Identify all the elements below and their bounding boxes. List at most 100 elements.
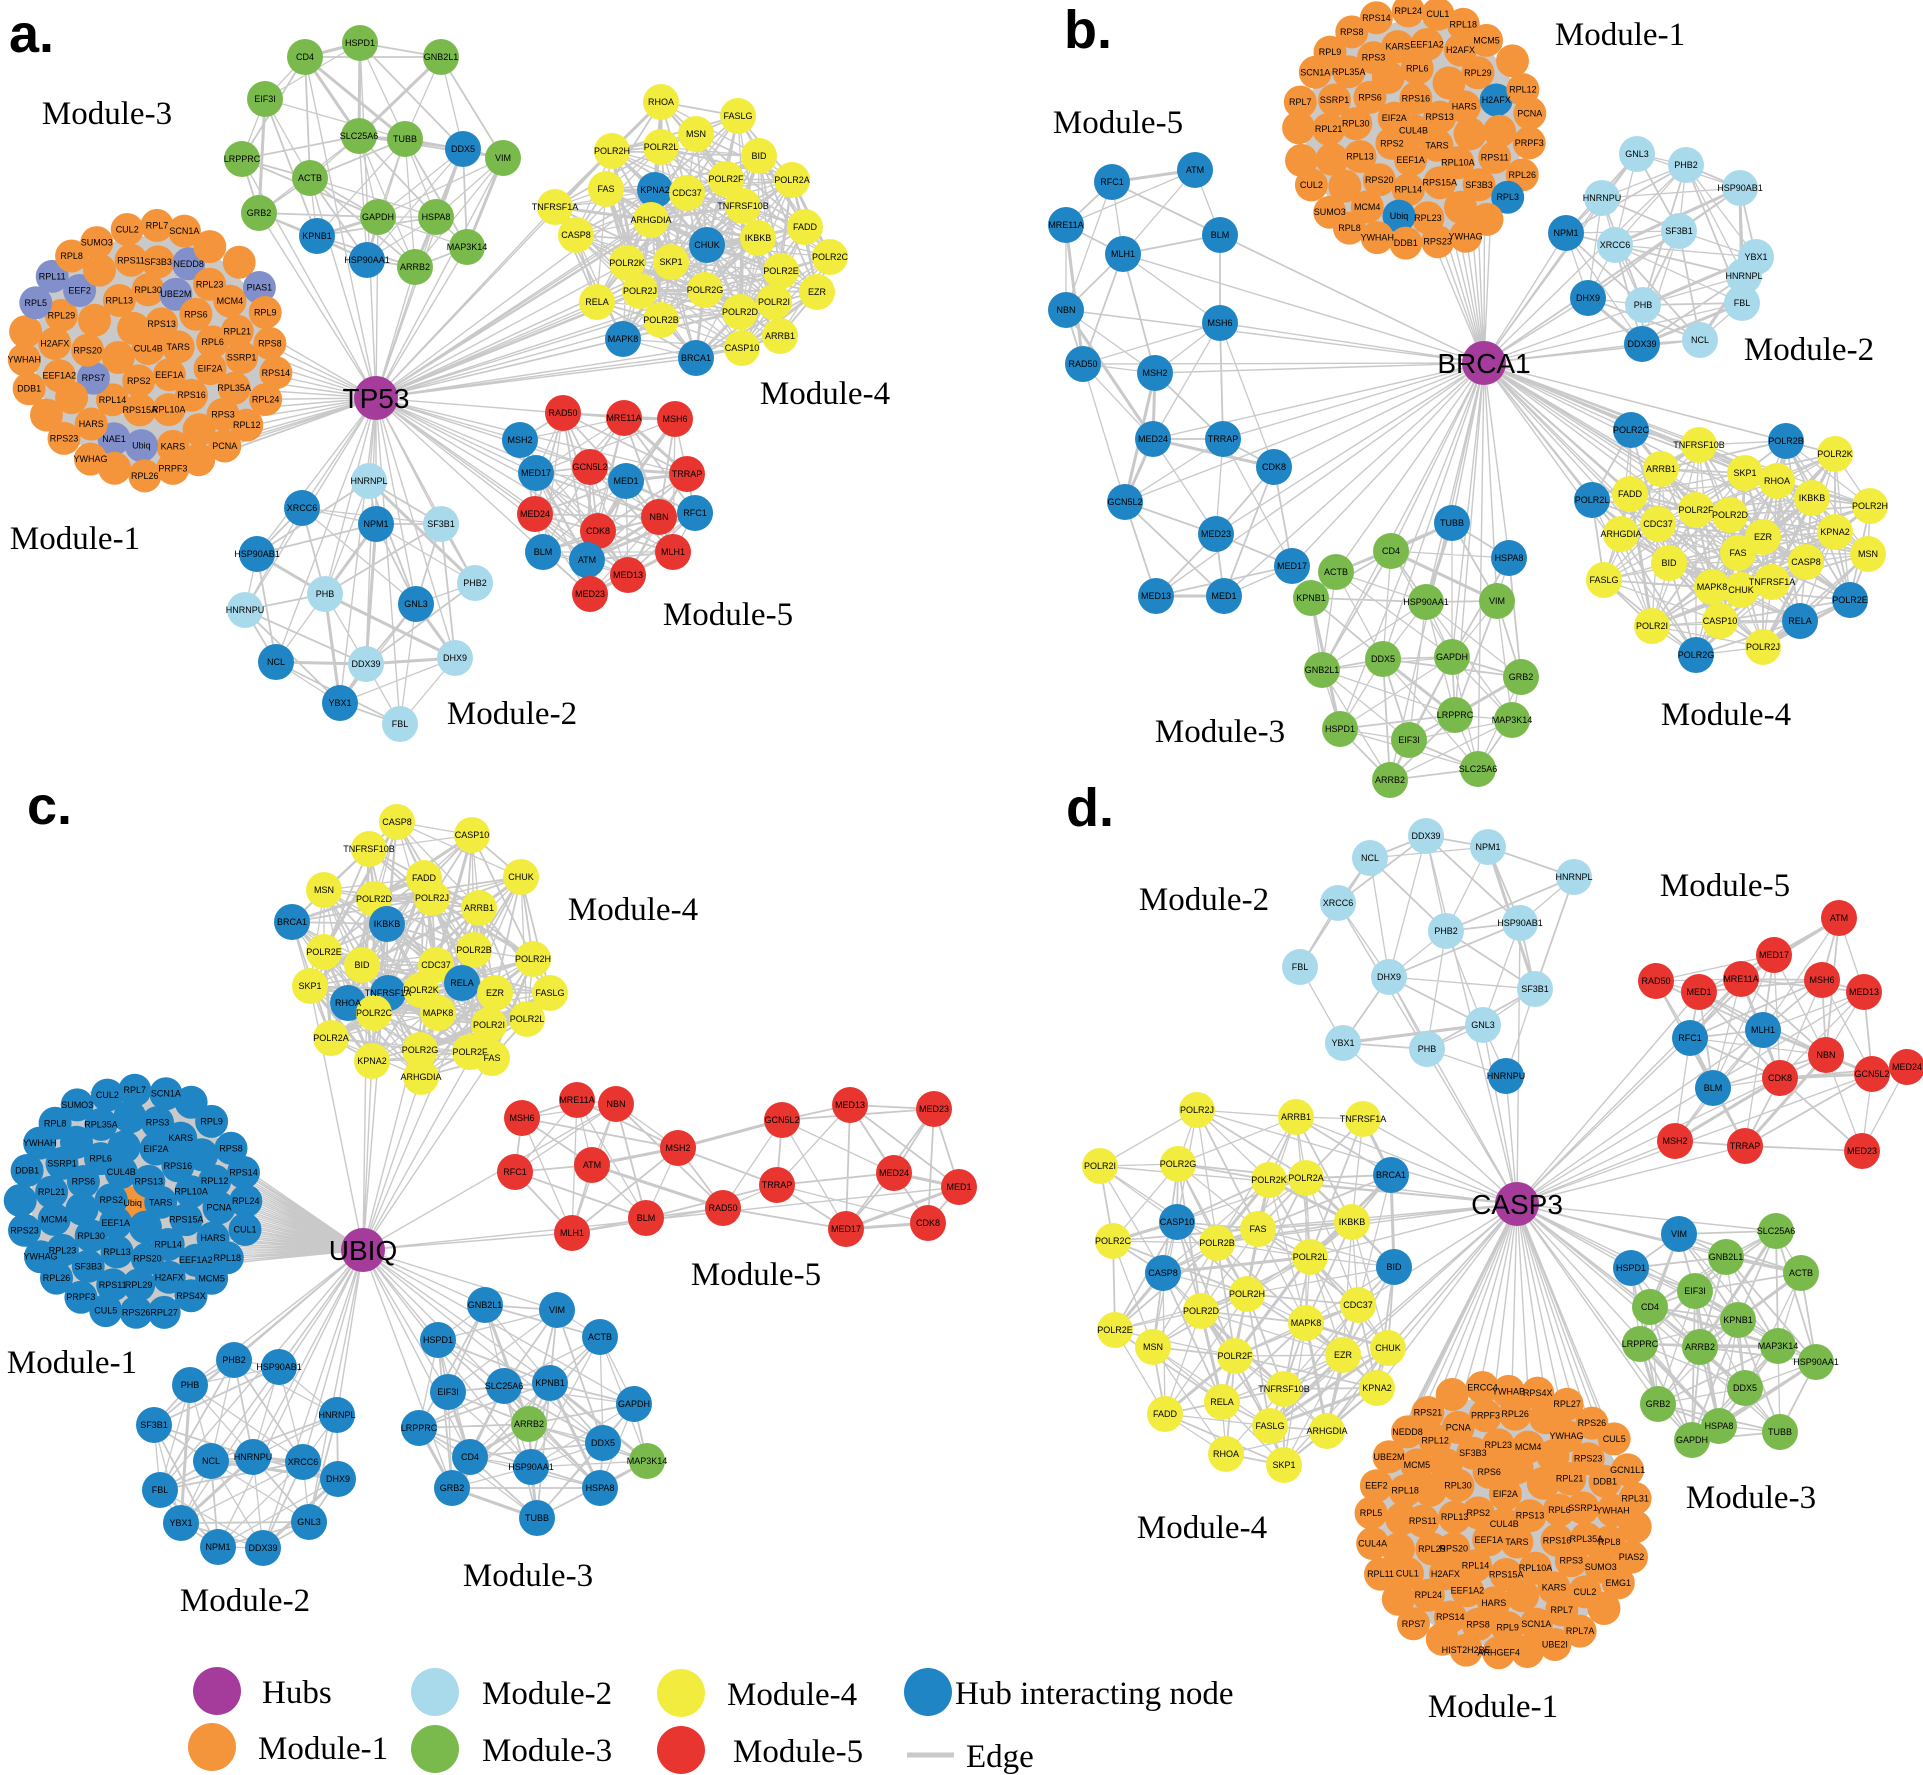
svg-text:RPL9: RPL9 [254, 308, 277, 318]
svg-text:Module-4: Module-4 [727, 1677, 857, 1713]
svg-text:POLR2D: POLR2D [722, 307, 759, 317]
svg-text:SF3B3: SF3B3 [74, 1261, 102, 1271]
svg-text:XRCC6: XRCC6 [287, 503, 318, 513]
svg-text:RPL10A: RPL10A [1519, 1563, 1553, 1573]
svg-text:NPM1: NPM1 [363, 519, 388, 529]
svg-text:RPL26: RPL26 [43, 1273, 71, 1283]
svg-text:CDK8: CDK8 [1768, 1073, 1792, 1083]
svg-text:POLR2L: POLR2L [1293, 1252, 1328, 1262]
svg-text:MAPK8: MAPK8 [1291, 1318, 1322, 1328]
svg-text:TNFRSF1A: TNFRSF1A [365, 988, 412, 998]
svg-text:LRPPRC: LRPPRC [1622, 1339, 1659, 1349]
svg-text:RPL6: RPL6 [89, 1154, 112, 1164]
svg-text:POLR2G: POLR2G [1160, 1159, 1197, 1169]
svg-text:TNFRSF10B: TNFRSF10B [343, 844, 395, 854]
svg-text:POLR2E: POLR2E [1097, 1325, 1133, 1335]
svg-text:MED24: MED24 [1892, 1062, 1922, 1072]
svg-text:Module-5: Module-5 [733, 1734, 863, 1770]
svg-text:RPS14: RPS14 [262, 368, 291, 378]
svg-text:SUMO3: SUMO3 [81, 238, 113, 248]
svg-text:EIF3I: EIF3I [1684, 1286, 1706, 1296]
svg-text:RFC1: RFC1 [503, 1167, 527, 1177]
svg-text:CUL1: CUL1 [233, 1225, 256, 1235]
svg-text:Module-1: Module-1 [7, 1345, 137, 1381]
svg-text:Module-5: Module-5 [1053, 105, 1183, 141]
svg-text:TUBB: TUBB [393, 134, 417, 144]
svg-text:RPL7: RPL7 [146, 220, 169, 230]
svg-text:SLC25A6: SLC25A6 [1459, 764, 1498, 774]
svg-text:KARS: KARS [1542, 1583, 1567, 1593]
svg-text:CDK8: CDK8 [916, 1218, 940, 1228]
svg-text:IKBKB: IKBKB [374, 919, 401, 929]
svg-text:TNFRSF1A: TNFRSF1A [1340, 1114, 1387, 1124]
svg-text:ERCC4: ERCC4 [1467, 1383, 1498, 1393]
svg-text:POLR2B: POLR2B [456, 945, 492, 955]
svg-text:RPL7: RPL7 [1289, 97, 1312, 107]
svg-text:GCN1L1: GCN1L1 [1610, 1465, 1645, 1475]
svg-text:RPL12: RPL12 [233, 420, 261, 430]
svg-text:CHUK: CHUK [694, 240, 720, 250]
svg-text:EIF2A: EIF2A [1493, 1489, 1518, 1499]
svg-text:MCM4: MCM4 [1354, 202, 1381, 212]
svg-text:EIF3I: EIF3I [437, 1387, 459, 1397]
svg-text:RPS11: RPS11 [99, 1280, 127, 1290]
svg-text:RPL11: RPL11 [1367, 1569, 1394, 1579]
svg-text:ARRB2: ARRB2 [1375, 775, 1405, 785]
svg-text:Module-1: Module-1 [258, 1731, 388, 1767]
svg-text:RHOA: RHOA [648, 97, 674, 107]
svg-text:CDC37: CDC37 [421, 960, 451, 970]
svg-text:POLR2G: POLR2G [687, 285, 724, 295]
svg-text:RPS7: RPS7 [82, 373, 106, 383]
svg-text:MED17: MED17 [831, 1224, 861, 1234]
svg-text:CASP8: CASP8 [561, 230, 591, 240]
svg-text:MED23: MED23 [1201, 529, 1231, 539]
svg-text:RELA: RELA [450, 978, 474, 988]
svg-text:POLR2J: POLR2J [1746, 642, 1780, 652]
svg-text:RPS14: RPS14 [229, 1167, 258, 1177]
svg-text:KARS: KARS [168, 1133, 193, 1143]
svg-text:YWHAH: YWHAH [23, 1138, 57, 1148]
svg-text:HSP90AB1: HSP90AB1 [1497, 918, 1543, 928]
svg-text:Module-5: Module-5 [691, 1257, 821, 1293]
svg-text:HIST2H2BE: HIST2H2BE [1442, 1645, 1491, 1655]
svg-text:RPS16: RPS16 [164, 1161, 193, 1171]
svg-text:ARRB2: ARRB2 [400, 262, 430, 272]
svg-text:RPS2: RPS2 [1467, 1508, 1491, 1518]
svg-text:RPS11: RPS11 [117, 255, 145, 265]
svg-text:DHX9: DHX9 [443, 653, 467, 663]
svg-text:MED24: MED24 [879, 1168, 909, 1178]
svg-text:HNRNPL: HNRNPL [350, 476, 387, 486]
svg-text:HARS: HARS [1452, 102, 1477, 112]
svg-text:RPL7A: RPL7A [1566, 1626, 1595, 1636]
svg-text:GCN5L2: GCN5L2 [1107, 497, 1142, 507]
svg-text:PCNA: PCNA [206, 1203, 231, 1213]
svg-text:MCM5: MCM5 [1404, 1460, 1431, 1470]
svg-text:YWHAH: YWHAH [8, 355, 42, 365]
svg-text:RPL21: RPL21 [224, 326, 252, 336]
svg-text:EZR: EZR [486, 988, 505, 998]
svg-text:CDC37: CDC37 [1343, 1300, 1373, 1310]
svg-text:SUMO3: SUMO3 [1314, 207, 1346, 217]
svg-text:RPS15A: RPS15A [1423, 178, 1458, 188]
svg-text:Module-2: Module-2 [482, 1676, 612, 1712]
svg-text:HSPA8: HSPA8 [586, 1483, 615, 1493]
svg-text:RPL30: RPL30 [134, 285, 162, 295]
svg-text:POLR2H: POLR2H [515, 954, 551, 964]
svg-text:RPL13: RPL13 [103, 1247, 131, 1257]
svg-text:RPL29: RPL29 [125, 1280, 153, 1290]
svg-text:RPL31: RPL31 [1621, 1494, 1649, 1504]
svg-text:RPL24: RPL24 [1415, 1590, 1443, 1600]
svg-text:RPS15A: RPS15A [169, 1215, 204, 1225]
svg-text:HSP90AB1: HSP90AB1 [256, 1362, 302, 1372]
svg-text:POLR2F: POLR2F [708, 174, 744, 184]
svg-text:CASP10: CASP10 [455, 830, 490, 840]
svg-text:EIF3I: EIF3I [1398, 735, 1420, 745]
svg-text:MRE11A: MRE11A [559, 1095, 594, 1105]
svg-text:POLR2I: POLR2I [473, 1020, 505, 1030]
svg-text:RELA: RELA [1210, 1397, 1234, 1407]
svg-text:YWHAG: YWHAG [73, 454, 107, 464]
svg-text:FBL: FBL [1734, 298, 1751, 308]
svg-text:Hub interacting node: Hub interacting node [955, 1676, 1234, 1712]
svg-text:RPS20: RPS20 [1440, 1544, 1469, 1554]
svg-text:SKP1: SKP1 [298, 981, 321, 991]
